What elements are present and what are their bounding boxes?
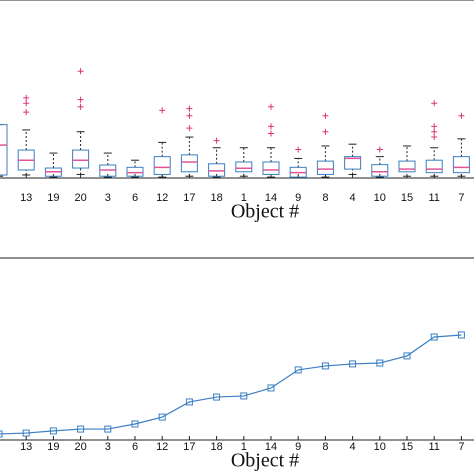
point — [376, 359, 384, 367]
point — [349, 360, 357, 368]
outlier — [295, 146, 302, 153]
box — [425, 159, 443, 174]
x-tick-label: 7 — [458, 192, 464, 204]
box — [235, 161, 253, 173]
outlier — [213, 137, 220, 144]
box — [316, 160, 334, 175]
box — [208, 163, 226, 177]
x-axis-label: Object # — [231, 450, 299, 472]
outlier — [268, 103, 274, 110]
x-tick-label: 4 — [350, 441, 356, 453]
outlier — [431, 134, 438, 141]
x-tick-label: 11 — [428, 192, 439, 204]
x-tick-label: 14 — [265, 441, 277, 453]
x-tick-label: 12 — [156, 192, 168, 204]
point — [131, 420, 139, 428]
outlier — [322, 128, 329, 135]
outlier — [77, 68, 84, 75]
x-tick-label: 19 — [47, 192, 59, 204]
x-tick-label: 7 — [458, 441, 464, 453]
x-tick-label: 13 — [20, 192, 32, 204]
x-tick-label: 1 — [241, 192, 247, 204]
point — [185, 398, 193, 406]
x-tick-label: 20 — [74, 441, 86, 453]
point — [158, 413, 166, 421]
point — [213, 393, 221, 401]
outlier — [458, 112, 465, 119]
box — [344, 156, 362, 170]
outlier — [268, 123, 274, 130]
x-tick-label: 12 — [156, 441, 168, 453]
x-tick-label: 11 — [428, 441, 439, 453]
outlier — [186, 105, 193, 112]
x-tick-label: 9 — [295, 441, 301, 453]
point — [0, 430, 3, 438]
top-frame — [0, 0, 474, 179]
outlier — [268, 130, 274, 137]
point — [403, 352, 411, 360]
point — [240, 392, 248, 400]
outlier — [431, 100, 438, 107]
box — [371, 164, 389, 177]
outlier — [23, 100, 30, 107]
x-tick-label: 10 — [374, 441, 386, 453]
box — [72, 149, 90, 169]
outlier — [186, 125, 193, 132]
x-tick-label: 1 — [241, 441, 247, 453]
outlier — [23, 94, 30, 101]
outlier — [376, 146, 383, 153]
x-tick-label: 4 — [350, 192, 356, 204]
box — [262, 161, 280, 175]
x-tick-label: 17 — [183, 192, 195, 204]
x-tick-label: 8 — [322, 441, 328, 453]
outlier — [186, 112, 193, 119]
point — [430, 333, 438, 341]
x-tick-label: 17 — [183, 441, 195, 453]
outlier — [159, 107, 166, 114]
x-tick-label: 14 — [265, 192, 277, 204]
point — [77, 425, 85, 433]
box — [126, 166, 144, 177]
x-tick-label: 6 — [132, 192, 138, 204]
outlier — [431, 128, 438, 135]
x-axis-label: Object # — [231, 201, 299, 223]
x-tick-label: 6 — [132, 441, 138, 453]
x-tick-label: 13 — [20, 441, 32, 453]
outlier — [431, 123, 438, 130]
box — [153, 156, 171, 175]
point — [49, 427, 57, 435]
outlier — [322, 112, 329, 119]
point — [22, 429, 30, 437]
point — [457, 331, 465, 339]
outlier — [77, 96, 84, 103]
outlier — [77, 103, 84, 110]
x-tick-label: 15 — [401, 441, 413, 453]
x-tick-label: 8 — [322, 192, 328, 204]
box — [398, 160, 416, 173]
x-tick-label: 18 — [210, 441, 222, 453]
line — [0, 334, 462, 435]
outlier — [23, 109, 30, 116]
x-tick-label: 18 — [210, 192, 222, 204]
x-tick-label: 10 — [374, 192, 386, 204]
point — [104, 425, 112, 433]
x-tick-label: 9 — [295, 192, 301, 204]
x-tick-label: 15 — [401, 192, 413, 204]
box — [0, 124, 8, 176]
x-tick-label: 3 — [105, 192, 111, 204]
box — [452, 156, 470, 174]
x-tick-label: 20 — [74, 192, 86, 204]
bottom-frame — [0, 257, 474, 441]
box — [180, 154, 198, 173]
x-tick-label: 3 — [105, 441, 111, 453]
point — [267, 384, 275, 392]
point — [294, 366, 302, 374]
x-tick-label: 19 — [47, 441, 59, 453]
point — [321, 362, 329, 370]
